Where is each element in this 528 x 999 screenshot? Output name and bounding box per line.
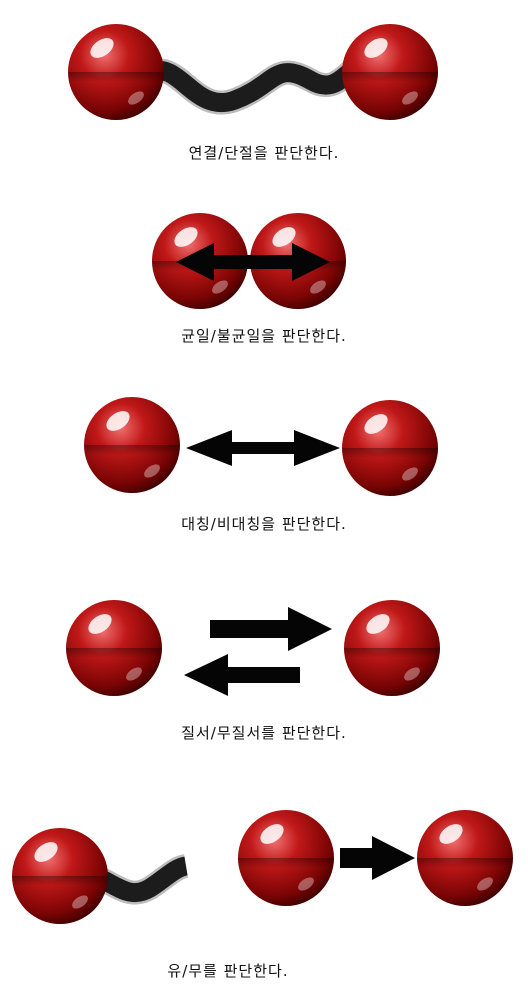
panel-order xyxy=(66,600,440,696)
panel-existence xyxy=(12,810,513,924)
caption-connection: 연결/단절을 판단한다. xyxy=(188,144,340,162)
caption-symmetry: 대칭/비대칭을 판단한다. xyxy=(181,515,347,533)
sphere-left xyxy=(66,600,162,696)
sphere-left xyxy=(12,828,108,924)
panel-symmetry xyxy=(84,397,438,496)
sphere-left xyxy=(68,24,164,120)
double-arrow xyxy=(186,430,340,466)
sphere-left xyxy=(84,397,180,493)
right-arrow xyxy=(210,607,332,651)
double-arrow xyxy=(176,243,330,281)
left-arrow xyxy=(184,654,300,696)
right-arrow xyxy=(340,836,415,880)
caption-uniformity: 균일/불균일을 판단한다. xyxy=(181,327,347,345)
sphere-right xyxy=(344,600,440,696)
sphere-middle xyxy=(238,810,334,906)
caption-order: 질서/무질서를 판단한다. xyxy=(181,724,347,742)
sphere-right xyxy=(342,400,438,496)
caption-existence: 유/무를 판단한다. xyxy=(167,962,289,980)
panel-connection xyxy=(68,24,438,120)
sphere-right xyxy=(417,810,513,906)
panel-uniformity xyxy=(152,213,346,309)
sphere-right xyxy=(342,24,438,120)
